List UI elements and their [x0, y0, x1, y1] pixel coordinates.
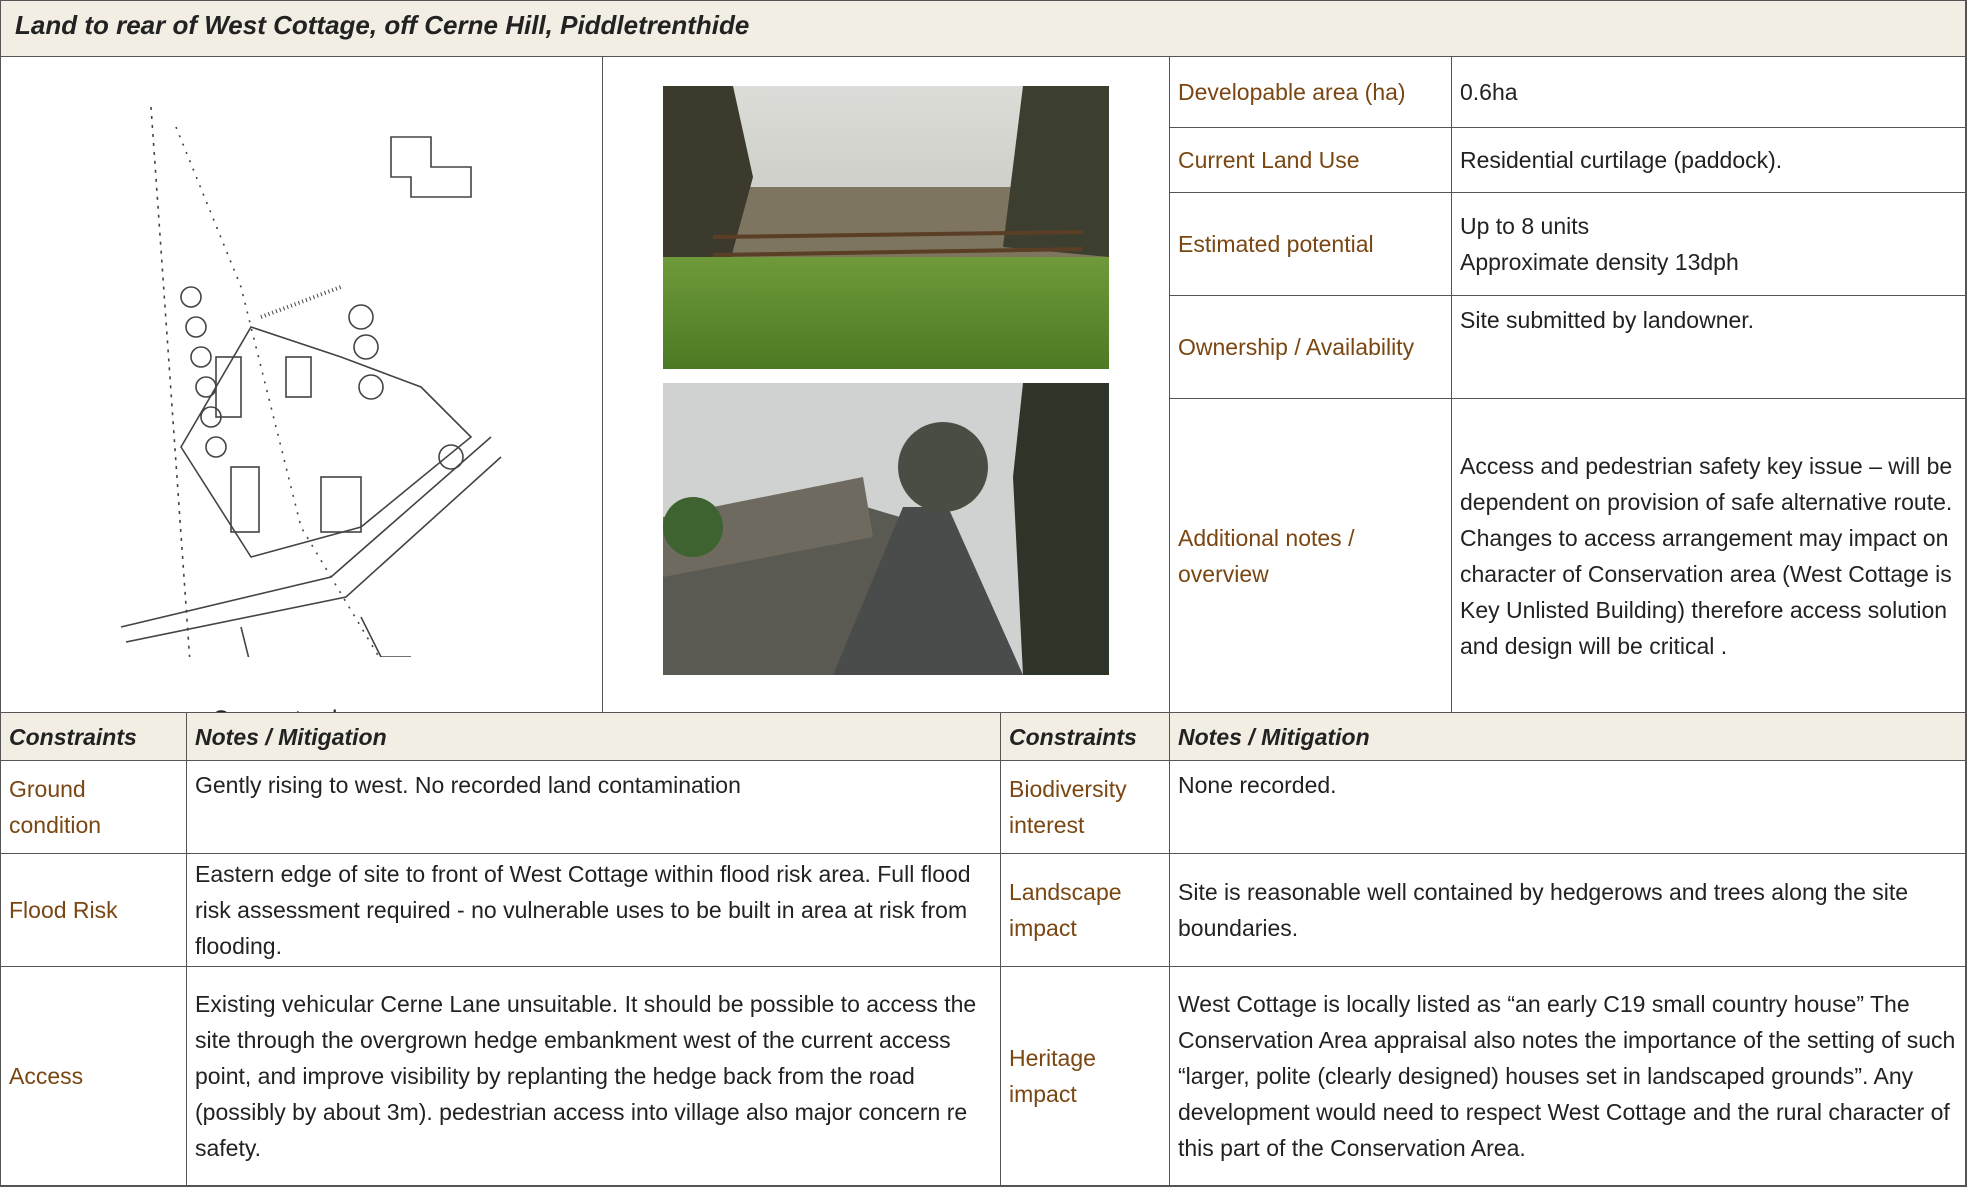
info-label: Developable area (ha): [1170, 57, 1452, 128]
sketch-caption: Concept scheme: [1, 702, 602, 712]
mitigation-note: Existing vehicular Cerne Lane unsuitable…: [187, 967, 1001, 1186]
info-value-line: Residential curtilage (paddock).: [1460, 147, 1783, 173]
constraint-label: Biodiversity interest: [1001, 761, 1170, 854]
info-value: Residential curtilage (paddock).: [1452, 128, 1966, 193]
info-value-line: Approximate density 13dph: [1460, 249, 1739, 275]
info-value-line: 0.6ha: [1460, 79, 1518, 105]
sketch-panel: Concept scheme: [1, 57, 603, 713]
info-value-line: Up to 8 units: [1460, 213, 1590, 239]
info-value: Up to 8 units Approximate density 13dph: [1452, 193, 1966, 296]
info-value: 0.6ha: [1452, 57, 1966, 128]
info-label: Additional notes / overview: [1170, 399, 1452, 713]
info-label: Current Land Use: [1170, 128, 1452, 193]
info-value-line: Site submitted by landowner.: [1460, 307, 1755, 333]
header-cell: Notes / Mitigation: [187, 713, 1001, 761]
site-sketch: [120, 106, 502, 657]
constraint-label: Landscape impact: [1001, 854, 1170, 967]
title: Land to rear of West Cottage, off Cerne …: [1, 1, 1966, 57]
info-label: Estimated potential: [1170, 193, 1452, 296]
constraint-label: Access: [1, 967, 187, 1186]
photos: [663, 86, 1109, 675]
header-cell: Constraints: [1001, 713, 1170, 761]
constraint-label: Flood Risk: [1, 854, 187, 967]
info-value-line: Access and pedestrian safety key issue –…: [1460, 452, 1953, 659]
photo-panel: [603, 57, 1170, 713]
mitigation-note: West Cottage is locally listed as “an ea…: [1170, 967, 1966, 1186]
photo-lane: [663, 383, 1109, 675]
mitigation-note: None recorded.: [1170, 761, 1966, 854]
header-cell: Notes / Mitigation: [1170, 713, 1966, 761]
info-value: Access and pedestrian safety key issue –…: [1452, 399, 1966, 713]
info-label: Ownership / Availability: [1170, 296, 1452, 399]
constraint-label: Heritage impact: [1001, 967, 1170, 1186]
mitigation-note: Site is reasonable well contained by hed…: [1170, 854, 1966, 967]
photo-paddock: [663, 86, 1109, 369]
mitigation-note: Gently rising to west. No recorded land …: [187, 761, 1001, 854]
mitigation-note: Eastern edge of site to front of West Co…: [187, 854, 1001, 967]
constraint-label: Ground condition: [1, 761, 187, 854]
info-value: Site submitted by landowner.: [1452, 296, 1966, 399]
header-cell: Constraints: [1, 713, 187, 761]
